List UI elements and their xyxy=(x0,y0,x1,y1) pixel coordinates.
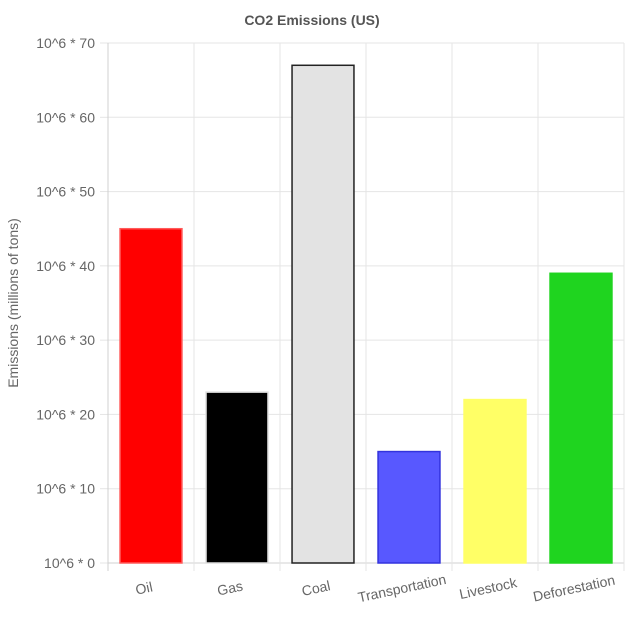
bar-oil xyxy=(119,227,183,564)
bar-livestock xyxy=(463,398,527,564)
y-tick-label: 10^6 * 10 xyxy=(36,481,95,497)
x-axis-ticks: Oil Gas Coal Transportation Livestock Defores… xyxy=(134,571,616,605)
grid xyxy=(100,42,625,571)
y-tick-label: 10^6 * 20 xyxy=(36,406,95,422)
chart-title: CO2 Emissions (US) xyxy=(244,12,379,28)
bars xyxy=(119,64,613,564)
y-tick-label: 10^6 * 40 xyxy=(36,258,95,274)
y-tick-label: 10^6 * 50 xyxy=(36,184,95,200)
bar-deforestation xyxy=(549,272,613,564)
bar-coal xyxy=(291,64,355,564)
bar-gas xyxy=(205,391,269,564)
y-axis-ticks: 10^6 * 0 10^6 * 10 10^6 * 20 10^6 * 30 10^6 … xyxy=(36,35,95,571)
bar-transportation xyxy=(377,450,441,564)
x-tick-label: Transportation xyxy=(356,571,447,605)
y-tick-label: 10^6 * 30 xyxy=(36,332,95,348)
y-tick-label: 10^6 * 70 xyxy=(36,35,95,51)
x-tick-label: Deforestation xyxy=(532,572,617,605)
y-axis-label: Emissions (millions of tons) xyxy=(5,218,21,388)
x-tick-label: Livestock xyxy=(458,574,519,602)
x-tick-label: Oil xyxy=(134,579,154,598)
x-tick-label: Gas xyxy=(216,578,244,599)
y-tick-label: 10^6 * 0 xyxy=(44,555,95,571)
x-tick-label: Coal xyxy=(300,577,331,599)
y-tick-label: 10^6 * 60 xyxy=(36,109,95,125)
